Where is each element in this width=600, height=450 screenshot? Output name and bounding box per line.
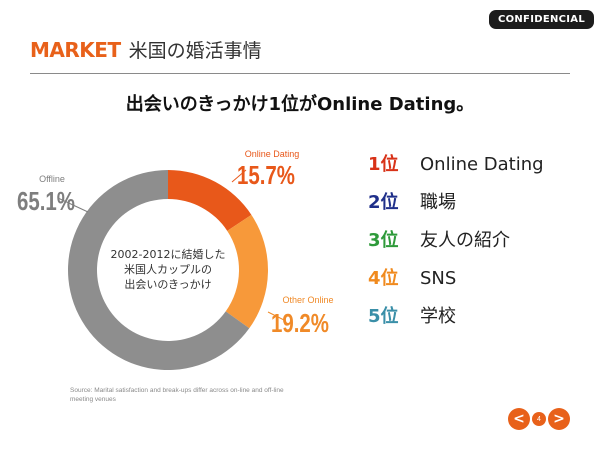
slice-value-label: 15.7% — [237, 160, 295, 190]
market-label: MARKET — [30, 38, 121, 62]
ranking-rank: 2位 — [368, 192, 399, 213]
donut-center-text: 2002-2012に結婚した — [111, 247, 226, 261]
source-note: Source: Marital satisfaction and break-u… — [70, 387, 284, 403]
ranking-rank: 1位 — [368, 154, 399, 175]
ranking-item: 3位 友人の紹介 — [368, 226, 544, 264]
ranking-name: SNS — [420, 268, 457, 289]
ranking-item: 4位 SNS — [368, 264, 544, 302]
ranking-name: 職場 — [420, 192, 456, 213]
ranking-item: 1位 Online Dating — [368, 150, 544, 188]
donut-slice-online-dating — [168, 170, 252, 231]
slide-navigation: < 4 > — [508, 408, 570, 430]
header-divider — [30, 73, 570, 74]
donut-center-text: 出会いのきっかけ — [124, 277, 211, 291]
ranking-name: 学校 — [420, 306, 456, 327]
ranking-rank: 3位 — [368, 230, 399, 251]
leader-line — [267, 311, 285, 321]
donut-slice-other-online — [225, 214, 268, 329]
leader-line — [231, 169, 247, 183]
slice-label: Offline — [39, 174, 65, 184]
slice-label: Online Dating — [245, 149, 300, 159]
ranking-name: 友人の紹介 — [420, 230, 510, 251]
page-number: 4 — [532, 412, 546, 426]
donut-center-text: 米国人カップルの — [124, 263, 212, 276]
slide-title: 米国の婚活事情 — [128, 40, 262, 62]
slice-value-label: 19.2% — [271, 308, 329, 338]
ranking-rank: 4位 — [368, 268, 399, 289]
ranking-item: 2位 職場 — [368, 188, 544, 226]
donut-slice-offline — [68, 170, 250, 370]
slide-header: MARKET 米国の婚活事情 — [30, 36, 262, 63]
leader-line — [57, 197, 89, 213]
next-slide-button[interactable]: > — [548, 408, 570, 430]
headline: 出会いのきっかけ1位がOnline Dating。 — [125, 94, 475, 115]
ranking-rank: 5位 — [368, 306, 399, 327]
ranking-item: 5位 学校 — [368, 302, 544, 340]
confidential-badge: CONFIDENCIAL — [488, 10, 594, 29]
prev-slide-button[interactable]: < — [508, 408, 530, 430]
slice-label: Other Online — [282, 295, 333, 305]
ranking-list: 1位 Online Dating 2位 職場 3位 友人の紹介 4位 SNS 5位 学校 — [368, 150, 544, 340]
slice-value-label: 65.1% — [17, 186, 75, 216]
ranking-name: Online Dating — [420, 154, 544, 175]
